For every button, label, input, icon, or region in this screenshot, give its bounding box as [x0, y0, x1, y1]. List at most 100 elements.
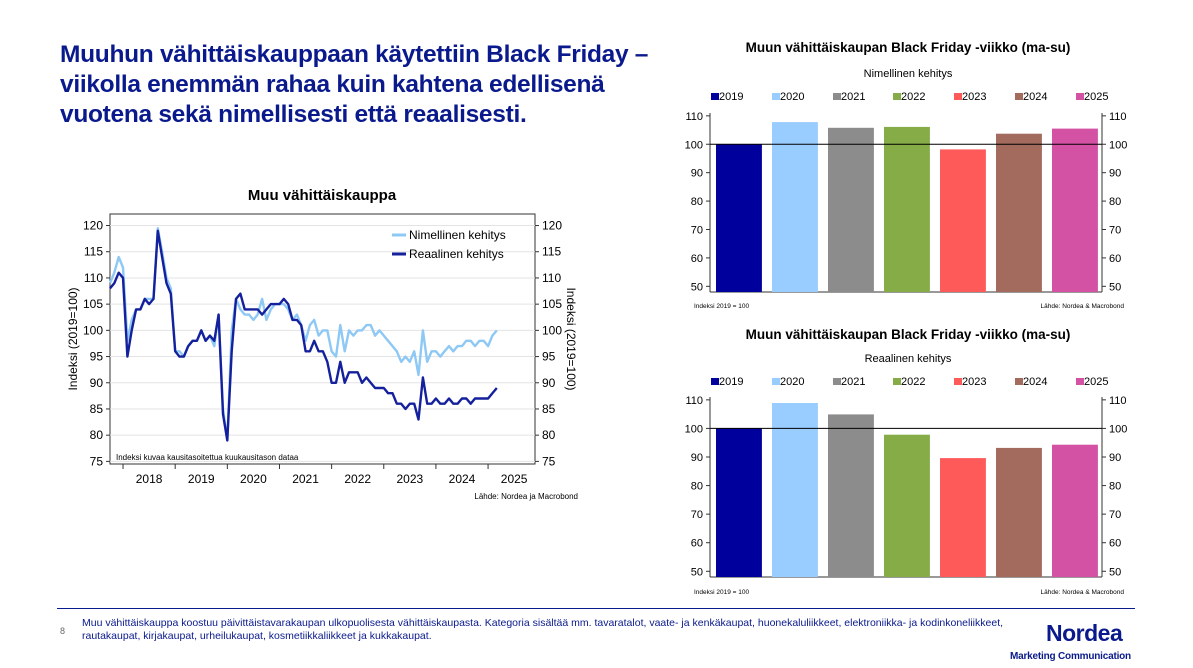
footer-divider — [57, 608, 1135, 609]
right-ytick-label: 80 — [542, 428, 556, 442]
legend-swatch-2020 — [772, 378, 780, 385]
bar-2024 — [996, 447, 1042, 577]
bar-2020 — [772, 403, 818, 577]
bar-chart-nominal-source: Lähde: Nordea & Macrobond — [1041, 303, 1125, 310]
right-ytick-label: 95 — [542, 350, 556, 364]
xtick-label: 2023 — [396, 472, 423, 486]
right-ytick-label: 50 — [1109, 281, 1121, 293]
legend-swatch-2019 — [711, 93, 719, 100]
legend-label-2024: 2024 — [1023, 376, 1047, 388]
line-chart-plot-area — [109, 213, 536, 465]
bar-2021 — [828, 127, 874, 292]
legend-swatch-2021 — [833, 378, 841, 385]
line-chart-legend: Nimellinen kehitys Reaalinen kehitys — [392, 228, 506, 261]
bar-chart-nominal-subtitle: Nimellinen kehitys — [864, 68, 953, 80]
legend-swatch-2019 — [711, 378, 719, 385]
left-ytick-label: 75 — [90, 454, 104, 468]
xtick-label: 2022 — [344, 472, 371, 486]
line-series-real — [109, 229, 498, 442]
legend-label-2019: 2019 — [719, 376, 743, 388]
bar-chart-real-source: Lähde: Nordea & Macrobond — [1041, 589, 1125, 596]
legend-label-nominal: Nimellinen kehitys — [409, 228, 506, 242]
bar-chart-real: Muun vähittäiskaupan Black Friday -viikk… — [685, 327, 1128, 596]
bar-chart-real-title: Muun vähittäiskaupan Black Friday -viikk… — [746, 327, 1071, 342]
legend-swatch-2021 — [833, 93, 841, 100]
bar-2019 — [716, 428, 762, 577]
right-ytick-label: 75 — [542, 454, 556, 468]
left-ytick-label: 70 — [691, 224, 703, 236]
left-ytick-label: 50 — [691, 281, 703, 293]
right-ytick-label: 70 — [1109, 509, 1121, 521]
left-ytick-label: 90 — [691, 168, 703, 180]
legend-label-2021: 2021 — [841, 91, 865, 103]
right-ytick-label: 85 — [542, 402, 556, 416]
bar-chart-nominal: Muun vähittäiskaupan Black Friday -viikk… — [685, 40, 1128, 310]
xtick-label: 2025 — [501, 472, 528, 486]
legend-label-2024: 2024 — [1023, 91, 1047, 103]
xtick-label: 2024 — [449, 472, 476, 486]
bar-2019 — [716, 144, 762, 292]
footer-note: Muu vähittäiskauppa koostuu päivittäista… — [82, 617, 1004, 642]
bar-2021 — [828, 414, 874, 577]
bar-chart-nominal-note: Indeksi 2019 = 100 — [694, 303, 749, 310]
right-ytick-label: 105 — [542, 297, 562, 311]
right-ytick-label: 100 — [542, 323, 562, 337]
right-ytick-label: 110 — [1109, 111, 1127, 123]
bar-2023 — [940, 149, 986, 292]
legend-label-2019: 2019 — [719, 91, 743, 103]
page-number: 8 — [60, 626, 66, 636]
line-chart: Muu vähittäiskauppa 75 80 85 90 95 100 105 110 1… — [66, 187, 578, 501]
line-chart-source: Lähde: Nordea ja Macrobond — [474, 492, 578, 501]
left-ytick-label: 50 — [691, 566, 703, 578]
bar-2022 — [884, 126, 930, 293]
right-ytick-label: 100 — [1109, 139, 1127, 151]
bar-2020 — [772, 122, 818, 292]
legend-swatch-2024 — [1015, 93, 1023, 100]
line-chart-right-ylabel: Indeksi (2019=100) — [564, 287, 578, 390]
legend-label-2020: 2020 — [780, 376, 804, 388]
left-ytick-label: 120 — [83, 219, 103, 233]
right-ytick-label: 100 — [1109, 423, 1127, 435]
legend-swatch-2022 — [893, 378, 901, 385]
right-ytick-label: 90 — [542, 376, 556, 390]
legend-label-2025: 2025 — [1084, 376, 1108, 388]
left-ytick-label: 90 — [90, 376, 104, 390]
legend-label-2020: 2020 — [780, 91, 804, 103]
left-ytick-label: 70 — [691, 509, 703, 521]
left-ytick-label: 100 — [685, 423, 703, 435]
right-ytick-label: 70 — [1109, 224, 1121, 236]
legend-swatch-2020 — [772, 93, 780, 100]
legend-swatch-2025 — [1076, 93, 1084, 100]
right-ytick-label: 90 — [1109, 452, 1121, 464]
left-ytick-label: 90 — [691, 452, 703, 464]
marketing-communication-label: Marketing Communication — [1010, 651, 1131, 662]
bar-chart-nominal-title: Muun vähittäiskaupan Black Friday -viikk… — [746, 40, 1071, 55]
legend-swatch-2022 — [893, 93, 901, 100]
right-ytick-label: 110 — [542, 271, 561, 285]
left-ytick-label: 95 — [90, 350, 104, 364]
bar-2025 — [1052, 128, 1098, 292]
legend-swatch-2023 — [954, 378, 962, 385]
legend-label-2023: 2023 — [962, 91, 986, 103]
bar-2025 — [1052, 444, 1098, 577]
bar-2023 — [940, 458, 986, 577]
right-ytick-label: 60 — [1109, 253, 1121, 265]
left-ytick-label: 80 — [691, 481, 703, 493]
legend-swatch-2023 — [954, 93, 962, 100]
legend-swatch-2024 — [1015, 378, 1023, 385]
left-ytick-label: 115 — [84, 245, 103, 259]
bar-2022 — [884, 434, 930, 577]
line-chart-left-ylabel: Indeksi (2019=100) — [66, 287, 80, 390]
legend-swatch-2025 — [1076, 378, 1084, 385]
right-ytick-label: 80 — [1109, 481, 1121, 493]
left-ytick-label: 60 — [691, 253, 703, 265]
xtick-label: 2019 — [188, 472, 215, 486]
bar-2024 — [996, 133, 1042, 292]
left-ytick-label: 110 — [685, 111, 703, 123]
xtick-label: 2018 — [136, 472, 163, 486]
legend-label-real: Reaalinen kehitys — [409, 247, 504, 261]
right-ytick-label: 115 — [542, 245, 561, 259]
left-ytick-label: 85 — [90, 402, 104, 416]
left-ytick-label: 105 — [83, 297, 103, 311]
